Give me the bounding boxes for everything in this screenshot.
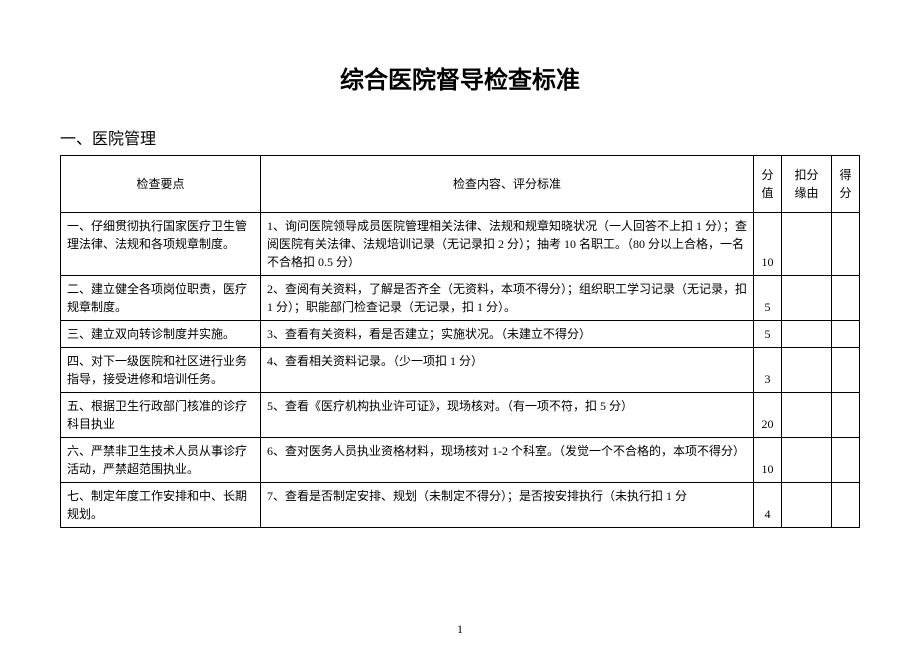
table-row: 四、对下一级医院和社区进行业务指导，接受进修和培训任务。 4、查看相关资料记录。… [61,348,860,393]
cell-deduct [782,321,832,348]
th-content: 检查内容、评分标准 [261,156,754,213]
cell-deduct [782,483,832,528]
th-deduct-top: 扣分 [788,166,825,184]
th-deduct: 扣分 缘由 [782,156,832,213]
cell-content: 3、查看有关资料，看是否建立；实施状况。（未建立不得分） [261,321,754,348]
cell-get [832,321,860,348]
th-point: 检查要点 [61,156,261,213]
cell-deduct [782,393,832,438]
cell-point: 三、建立双向转诊制度并实施。 [61,321,261,348]
page-title: 综合医院督导检查标准 [60,60,860,95]
cell-content: 2、查阅有关资料，了解是否齐全（无资料，本项不得分）；组织职工学习记录（无记录，… [261,276,754,321]
cell-score: 5 [754,276,782,321]
cell-get [832,348,860,393]
cell-deduct [782,438,832,483]
page-number: 1 [0,622,920,637]
th-score-bottom: 值 [760,184,775,202]
cell-score: 5 [754,321,782,348]
cell-score: 10 [754,213,782,276]
table-row: 一、仔细贯彻执行国家医疗卫生管理法律、法规和各项规章制度。 1、询问医院领导成员… [61,213,860,276]
cell-point: 二、建立健全各项岗位职责，医疗规章制度。 [61,276,261,321]
cell-score: 4 [754,483,782,528]
th-score: 分 值 [754,156,782,213]
cell-get [832,393,860,438]
cell-get [832,276,860,321]
inspection-table: 检查要点 检查内容、评分标准 分 值 扣分 缘由 得 分 一、仔细贯彻执行国家医… [60,155,860,528]
th-score-top: 分 [760,166,775,184]
cell-score: 10 [754,438,782,483]
th-get-bottom: 分 [838,184,853,202]
cell-content: 1、询问医院领导成员医院管理相关法律、法规和规章知晓状况（一人回答不上扣 1 分… [261,213,754,276]
cell-get [832,483,860,528]
cell-get [832,213,860,276]
cell-content: 6、查对医务人员执业资格材料，现场核对 1-2 个科室。（发觉一个不合格的，本项… [261,438,754,483]
cell-deduct [782,213,832,276]
cell-point: 五、根据卫生行政部门核准的诊疗科目执业 [61,393,261,438]
cell-point: 四、对下一级医院和社区进行业务指导，接受进修和培训任务。 [61,348,261,393]
cell-content: 7、查看是否制定安排、规划（未制定不得分）；是否按安排执行（未执行扣 1 分 [261,483,754,528]
table-header-row: 检查要点 检查内容、评分标准 分 值 扣分 缘由 得 分 [61,156,860,213]
table-row: 三、建立双向转诊制度并实施。 3、查看有关资料，看是否建立；实施状况。（未建立不… [61,321,860,348]
table-row: 五、根据卫生行政部门核准的诊疗科目执业 5、查看《医疗机构执业许可证》，现场核对… [61,393,860,438]
th-deduct-bottom: 缘由 [788,184,825,202]
th-get: 得 分 [832,156,860,213]
cell-point: 六、严禁非卫生技术人员从事诊疗活动，严禁超范围执业。 [61,438,261,483]
cell-content: 5、查看《医疗机构执业许可证》，现场核对。（有一项不符，扣 5 分） [261,393,754,438]
cell-get [832,438,860,483]
table-row: 七、制定年度工作安排和中、长期规划。 7、查看是否制定安排、规划（未制定不得分）… [61,483,860,528]
cell-content: 4、查看相关资料记录。（少一项扣 1 分） [261,348,754,393]
section-heading: 一、医院管理 [60,125,860,149]
cell-score: 20 [754,393,782,438]
table-row: 二、建立健全各项岗位职责，医疗规章制度。 2、查阅有关资料，了解是否齐全（无资料… [61,276,860,321]
cell-deduct [782,276,832,321]
table-row: 六、严禁非卫生技术人员从事诊疗活动，严禁超范围执业。 6、查对医务人员执业资格材… [61,438,860,483]
cell-point: 七、制定年度工作安排和中、长期规划。 [61,483,261,528]
cell-point: 一、仔细贯彻执行国家医疗卫生管理法律、法规和各项规章制度。 [61,213,261,276]
cell-deduct [782,348,832,393]
cell-score: 3 [754,348,782,393]
th-get-top: 得 [838,166,853,184]
